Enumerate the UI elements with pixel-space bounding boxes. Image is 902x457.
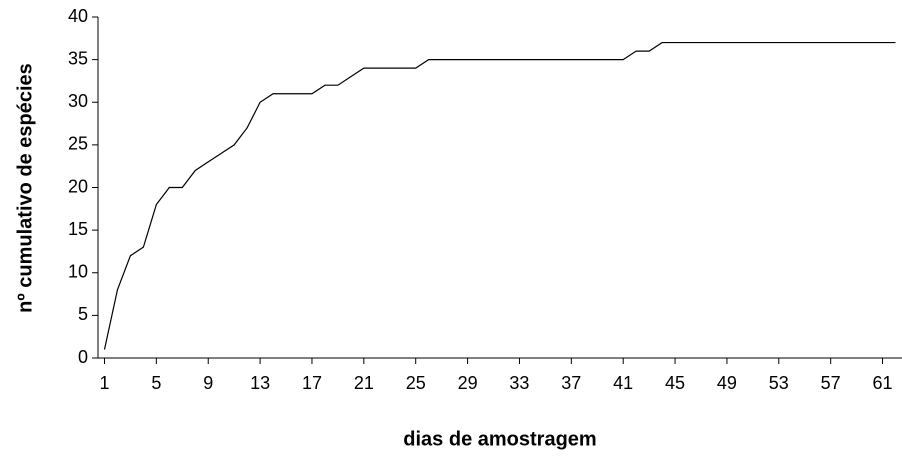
x-tick-label: 53: [769, 373, 789, 393]
y-axis-title: nº cumulativo de espécies: [14, 63, 36, 313]
x-tick-label: 17: [302, 373, 322, 393]
x-tick-label: 13: [250, 373, 270, 393]
x-tick-label: 29: [458, 373, 478, 393]
line: [103, 41, 896, 350]
y-tick-label: 30: [68, 91, 88, 111]
x-tick-label: 45: [665, 373, 685, 393]
y-tick-label: 40: [68, 6, 88, 26]
y-tick-label: 10: [68, 262, 88, 282]
y-tick-label: 25: [68, 134, 88, 154]
x-tick-label: 33: [509, 373, 529, 393]
y-tick-label: 0: [78, 347, 88, 367]
x-tick-label: 49: [717, 373, 737, 393]
x-tick-label: 9: [203, 373, 213, 393]
y-tick-label: 5: [78, 304, 88, 324]
x-tick-label: 1: [99, 373, 109, 393]
x-tick-label: 61: [873, 373, 893, 393]
x-tick-label: 57: [821, 373, 841, 393]
x-tick-label: 21: [354, 373, 374, 393]
x-tick-label: 41: [613, 373, 633, 393]
y-tick-label: 20: [68, 176, 88, 196]
x-tick-label: 25: [406, 373, 426, 393]
y-tick-label: 35: [68, 48, 88, 68]
x-axis-title: dias de amostragem: [403, 428, 596, 450]
x-tick-label: 5: [151, 373, 161, 393]
y-tick-label: 15: [68, 219, 88, 239]
x-tick-label: 37: [561, 373, 581, 393]
